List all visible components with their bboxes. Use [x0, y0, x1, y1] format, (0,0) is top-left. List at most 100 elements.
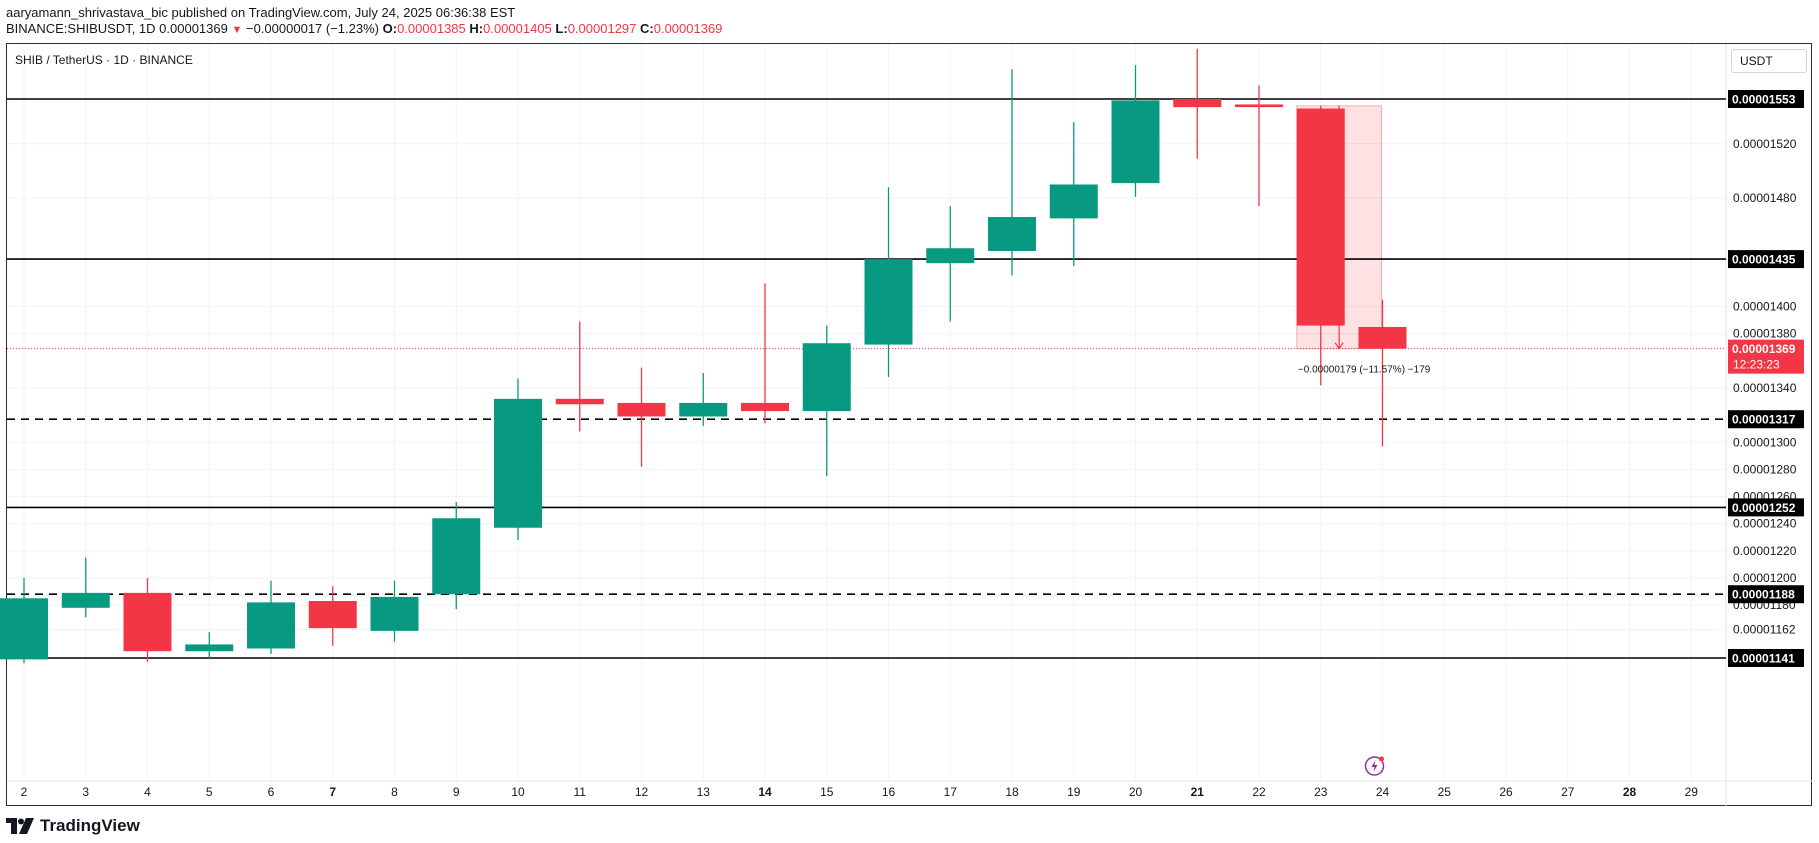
time-tick-label: 12: [635, 785, 649, 799]
last-price-tag: [1728, 339, 1804, 374]
level-price-tag: [1728, 649, 1804, 667]
time-tick-label: 8: [391, 785, 398, 799]
candle-body: [864, 259, 913, 345]
measure-label: −0.00000179 (−11.57%) −179: [1298, 365, 1431, 376]
down-triangle-icon: ▼: [231, 24, 243, 36]
price-tick-label: 0.00001380: [1733, 327, 1797, 341]
candle: [679, 373, 728, 426]
price-tick-label: 0.00001300: [1733, 435, 1797, 449]
candle-body: [494, 398, 542, 528]
candle: [1173, 48, 1222, 159]
candle: [926, 206, 975, 322]
currency-selector[interactable]: USDT: [1731, 49, 1807, 73]
candle: [308, 586, 357, 646]
time-tick-label: 4: [144, 785, 151, 799]
price-tick-label: 0.00001240: [1733, 517, 1797, 531]
candle: [61, 557, 110, 618]
candle-body: [432, 518, 481, 595]
change-text: −0.00000017 (−1.23%): [246, 21, 379, 36]
level-price-tag: [1728, 90, 1804, 108]
time-tick-label: 13: [697, 785, 711, 799]
time-tick-label: 27: [1561, 785, 1575, 799]
candle-body: [741, 402, 789, 412]
price-tick-label: 0.00001200: [1733, 571, 1797, 585]
open-value: 0.00001385: [397, 21, 466, 36]
time-tick-label: 21: [1191, 785, 1205, 799]
candle-body: [802, 343, 851, 412]
close-label: C:: [640, 21, 654, 36]
candle: [802, 325, 851, 477]
time-tick-label: 3: [82, 785, 89, 799]
candle-body: [247, 602, 295, 649]
candle-body: [123, 592, 172, 652]
candle: [123, 577, 172, 663]
candle-body: [185, 644, 234, 652]
price-tick-label: 0.00001400: [1733, 300, 1797, 314]
close-value: 0.00001369: [653, 21, 723, 36]
candle: [741, 283, 789, 424]
time-tick-label: 28: [1623, 785, 1637, 799]
time-tick-label: 15: [820, 785, 834, 799]
high-value: 0.00001405: [483, 21, 552, 36]
time-tick-label: 23: [1314, 785, 1328, 799]
time-tick-label: 16: [882, 785, 896, 799]
price-tick-label: 0.00001340: [1733, 381, 1797, 395]
candle: [0, 577, 48, 664]
time-tick-label: 6: [268, 785, 275, 799]
time-tick-label: 5: [206, 785, 213, 799]
tradingview-brand[interactable]: TradingView: [6, 816, 140, 836]
candle-body: [61, 592, 110, 608]
candle-body: [308, 601, 357, 629]
candle: [185, 632, 234, 658]
ohlc-legend: BINANCE:SHIBUSDT, 1D 0.00001369 ▼ −0.000…: [6, 21, 722, 36]
price-tick-label: 0.00001220: [1733, 544, 1797, 558]
brand-name: TradingView: [40, 816, 140, 835]
candle-body: [1049, 184, 1098, 219]
level-price-label: 0.00001252: [1732, 501, 1796, 515]
time-tick-label: 10: [511, 785, 525, 799]
candle: [1235, 85, 1283, 207]
open-label: O:: [382, 21, 398, 36]
time-tick-label: 2: [21, 785, 28, 799]
candle: [988, 69, 1036, 276]
time-tick-label: 14: [758, 785, 772, 799]
level-price-label: 0.00001553: [1732, 93, 1796, 107]
level-price-tag: [1728, 410, 1804, 429]
candle: [247, 580, 295, 654]
candle: [555, 321, 604, 432]
candle: [370, 580, 419, 642]
time-tick-label: 7: [329, 785, 336, 799]
time-tick-label: 29: [1685, 785, 1699, 799]
candle-body: [555, 398, 604, 405]
symbol-interval: BINANCE:SHIBUSDT, 1D: [6, 21, 156, 36]
candle-body: [1235, 104, 1283, 108]
candle-body: [370, 596, 419, 631]
time-tick-label: 20: [1129, 785, 1143, 799]
time-tick-label: 25: [1438, 785, 1452, 799]
countdown-label: 12:23:23: [1733, 358, 1780, 372]
candle: [864, 187, 913, 378]
candle-body: [617, 402, 666, 417]
level-price-label: 0.00001317: [1732, 413, 1796, 427]
candle-body: [0, 598, 48, 660]
publish-info: aaryamann_shrivastava_bic published on T…: [6, 5, 516, 20]
price-tick-label: 0.00001480: [1733, 191, 1797, 205]
time-tick-label: 18: [1005, 785, 1019, 799]
candle: [1111, 65, 1160, 197]
price-tick-label: 0.00001280: [1733, 462, 1797, 476]
level-price-label: 0.00001188: [1732, 588, 1795, 602]
high-label: H:: [469, 21, 484, 36]
chart-title: SHIB / TetherUS · 1D · BINANCE: [15, 53, 193, 67]
tradingview-logo-icon: [6, 818, 34, 834]
candle: [1296, 105, 1345, 386]
candle: [1049, 122, 1098, 266]
candle: [432, 501, 481, 610]
level-price-tag: [1728, 250, 1804, 269]
level-price-label: 0.00001435: [1732, 253, 1796, 267]
time-tick-label: 26: [1499, 785, 1513, 799]
candle-body: [926, 248, 975, 264]
candle: [494, 378, 542, 540]
level-price-tag: [1728, 498, 1804, 517]
last-price-text: 0.00001369: [159, 21, 228, 36]
